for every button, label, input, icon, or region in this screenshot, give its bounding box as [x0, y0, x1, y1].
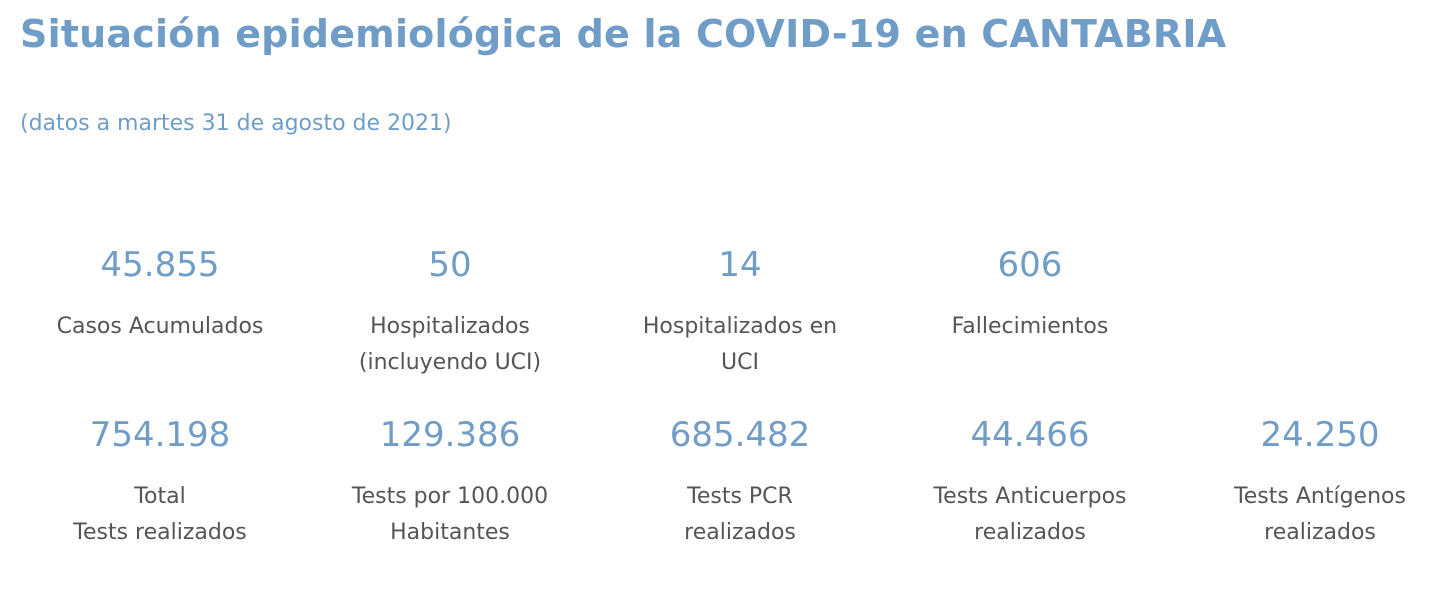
data-date-subtitle: (datos a martes 31 de agosto de 2021) — [20, 111, 452, 136]
stat-tests-pcr: 685.482 Tests PCR realizados — [620, 418, 860, 551]
stat-label: Tests Anticuerpos realizados — [933, 484, 1127, 545]
stat-label: Fallecimientos — [951, 314, 1109, 339]
stat-value: 14 — [718, 245, 762, 285]
stat-label: Tests Antígenos realizados — [1234, 484, 1406, 545]
stat-value: 45.855 — [100, 245, 220, 285]
stat-casos-acumulados: 45.855 Casos Acumulados — [40, 248, 280, 345]
stat-total-tests: 754.198 Total Tests realizados — [40, 418, 280, 551]
stat-tests-per-100k: 129.386 Tests por 100.000 Habitantes — [330, 418, 570, 551]
stat-value: 754.198 — [89, 415, 231, 455]
stat-value: 24.250 — [1260, 415, 1380, 455]
stat-value: 606 — [997, 245, 1063, 285]
stat-label: Total Tests realizados — [73, 484, 247, 545]
stat-label: Hospitalizados en UCI — [642, 314, 838, 375]
stat-hospitalizados-uci: 14 Hospitalizados en UCI — [620, 248, 860, 381]
stat-value: 685.482 — [669, 415, 811, 455]
stat-hospitalizados: 50 Hospitalizados (incluyendo UCI) — [330, 248, 570, 381]
stat-tests-anticuerpos: 44.466 Tests Anticuerpos realizados — [910, 418, 1150, 551]
stat-label: Hospitalizados (incluyendo UCI) — [358, 314, 542, 375]
stat-label: Tests por 100.000 Habitantes — [351, 484, 549, 545]
page-title: Situación epidemiológica de la COVID-19 … — [20, 12, 1227, 56]
stat-label: Casos Acumulados — [56, 314, 264, 339]
stat-tests-antigenos: 24.250 Tests Antígenos realizados — [1200, 418, 1440, 551]
stat-value: 50 — [428, 245, 472, 285]
stat-label: Tests PCR realizados — [684, 484, 796, 545]
stat-value: 129.386 — [379, 415, 521, 455]
stat-fallecimientos: 606 Fallecimientos — [910, 248, 1150, 345]
stat-value: 44.466 — [970, 415, 1090, 455]
